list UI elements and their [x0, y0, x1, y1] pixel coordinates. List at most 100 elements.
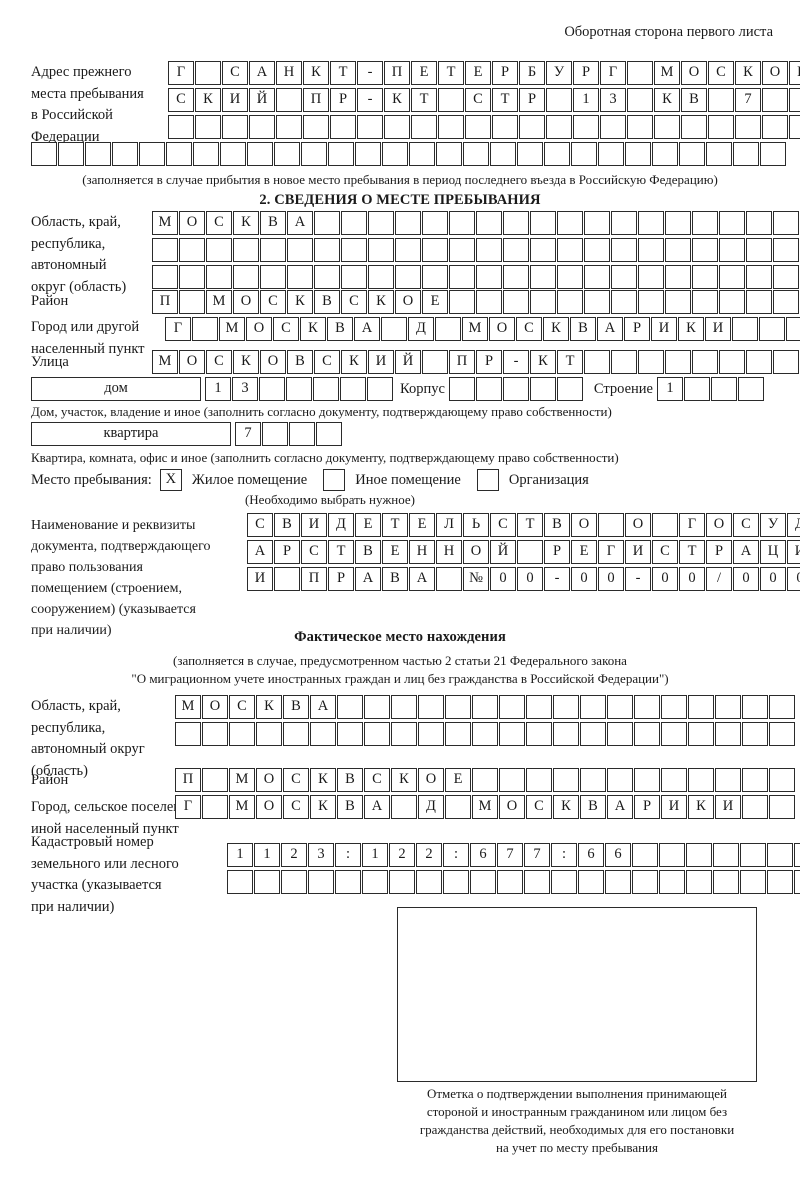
prev-address-r4-cell-12[interactable] [328, 142, 354, 166]
actual-region-r2-cell-13[interactable] [499, 722, 525, 746]
region-r2-cell-8[interactable] [341, 238, 367, 262]
region-r3-cell-5[interactable] [260, 265, 286, 289]
city-cell-5[interactable]: С [273, 317, 299, 341]
stroenie-cell-2[interactable] [683, 377, 710, 401]
document-r1-cell-18[interactable]: О [706, 513, 732, 537]
city-cell-12[interactable]: М [462, 317, 488, 341]
prev-address-r3-cell-19[interactable] [654, 115, 680, 139]
document-r1-cell-20[interactable]: У [760, 513, 786, 537]
street-cell-20[interactable] [665, 350, 691, 374]
district-cell-7[interactable]: В [314, 290, 340, 314]
document-r3-cell-18[interactable]: / [706, 567, 732, 591]
region-r2-cell-24[interactable] [773, 238, 799, 262]
document-r1-cell-15[interactable]: О [625, 513, 651, 537]
flat-cell-2[interactable] [262, 422, 288, 446]
region-r3-cell-9[interactable] [368, 265, 394, 289]
city-cell-10[interactable]: Д [408, 317, 434, 341]
street-cell-15[interactable]: К [530, 350, 556, 374]
region-r3-cell-15[interactable] [530, 265, 556, 289]
region-r3-cell-18[interactable] [611, 265, 637, 289]
district-cell-14[interactable] [503, 290, 529, 314]
district-cell-13[interactable] [476, 290, 502, 314]
street-cell-4[interactable]: К [233, 350, 259, 374]
prev-address-r3-cell-15[interactable] [546, 115, 572, 139]
prev-address-r1-cell-13[interactable]: Р [492, 61, 518, 85]
actual-region-r1-cell-8[interactable] [364, 695, 390, 719]
document-r1-cell-4[interactable]: Д [328, 513, 354, 537]
document-r2-cell-8[interactable]: Н [436, 540, 462, 564]
actual-district-cell-23[interactable] [769, 768, 795, 792]
region-r3-cell-24[interactable] [773, 265, 799, 289]
document-r2-cell-20[interactable]: Ц [760, 540, 786, 564]
document-r3-cell-17[interactable]: 0 [679, 567, 705, 591]
region-r1-cell-23[interactable] [746, 211, 772, 235]
city-cell-4[interactable]: О [246, 317, 272, 341]
cadastral-r2-cell-13[interactable] [551, 870, 577, 894]
document-r3-cell-3[interactable]: П [301, 567, 327, 591]
prev-address-r1-cell-17[interactable]: Г [600, 61, 626, 85]
region-r1-cell-4[interactable]: К [233, 211, 259, 235]
prev-address-r4-cell-1[interactable] [31, 142, 57, 166]
actual-region-r1-cell-9[interactable] [391, 695, 417, 719]
district-cell-20[interactable] [665, 290, 691, 314]
cadastral-r1-cell-3[interactable]: 2 [281, 843, 307, 867]
region-r1-cell-11[interactable] [422, 211, 448, 235]
prev-address-r3-cell-16[interactable] [573, 115, 599, 139]
actual-city-cell-21[interactable]: И [715, 795, 741, 819]
cadastral-r2-cell-14[interactable] [578, 870, 604, 894]
prev-address-r3-cell-4[interactable] [249, 115, 275, 139]
actual-region-r2-cell-8[interactable] [364, 722, 390, 746]
actual-district-cell-22[interactable] [742, 768, 768, 792]
prev-address-r4-cell-13[interactable] [355, 142, 381, 166]
actual-city-cell-7[interactable]: В [337, 795, 363, 819]
prev-address-r2-cell-14[interactable]: Р [519, 88, 545, 112]
actual-district-cell-3[interactable]: М [229, 768, 255, 792]
city-cell-24[interactable] [786, 317, 800, 341]
prev-address-r4-cell-21[interactable] [571, 142, 597, 166]
cadastral-r2-cell-21[interactable] [767, 870, 793, 894]
actual-city-cell-20[interactable]: К [688, 795, 714, 819]
actual-region-r1-cell-6[interactable]: А [310, 695, 336, 719]
city-cell-18[interactable]: Р [624, 317, 650, 341]
city-cell-17[interactable]: А [597, 317, 623, 341]
cadastral-r2-cell-16[interactable] [632, 870, 658, 894]
street-cell-2[interactable]: О [179, 350, 205, 374]
city-cell-7[interactable]: В [327, 317, 353, 341]
prev-address-r4-cell-20[interactable] [544, 142, 570, 166]
street-cell-1[interactable]: М [152, 350, 178, 374]
city-cell-11[interactable] [435, 317, 461, 341]
prev-address-r4-cell-27[interactable] [733, 142, 759, 166]
region-r1-cell-18[interactable] [611, 211, 637, 235]
actual-district-cell-18[interactable] [634, 768, 660, 792]
document-r3-cell-13[interactable]: 0 [571, 567, 597, 591]
street-cell-9[interactable]: И [368, 350, 394, 374]
region-r3-cell-16[interactable] [557, 265, 583, 289]
prev-address-r3-cell-17[interactable] [600, 115, 626, 139]
cadastral-r1-cell-7[interactable]: 2 [389, 843, 415, 867]
region-r2-cell-13[interactable] [476, 238, 502, 262]
flat-cell-4[interactable] [316, 422, 342, 446]
document-r1-cell-21[interactable]: Д [787, 513, 800, 537]
actual-city-cell-3[interactable]: М [229, 795, 255, 819]
document-r1-cell-10[interactable]: С [490, 513, 516, 537]
document-r1-cell-16[interactable] [652, 513, 678, 537]
document-r3-cell-9[interactable]: № [463, 567, 489, 591]
street-cell-3[interactable]: С [206, 350, 232, 374]
district-cell-24[interactable] [773, 290, 799, 314]
actual-city-cell-19[interactable]: И [661, 795, 687, 819]
actual-region-r1-cell-13[interactable] [499, 695, 525, 719]
cadastral-r1-cell-17[interactable] [659, 843, 685, 867]
actual-city-cell-15[interactable]: К [553, 795, 579, 819]
city-cell-20[interactable]: К [678, 317, 704, 341]
document-r3-cell-14[interactable]: 0 [598, 567, 624, 591]
prev-address-r1-cell-12[interactable]: Е [465, 61, 491, 85]
actual-region-r1-cell-22[interactable] [742, 695, 768, 719]
actual-region-r1-cell-2[interactable]: О [202, 695, 228, 719]
region-r2-cell-14[interactable] [503, 238, 529, 262]
cadastral-r1-cell-15[interactable]: 6 [605, 843, 631, 867]
district-cell-2[interactable] [179, 290, 205, 314]
cadastral-r1-cell-2[interactable]: 1 [254, 843, 280, 867]
house-cell-4[interactable] [286, 377, 312, 401]
